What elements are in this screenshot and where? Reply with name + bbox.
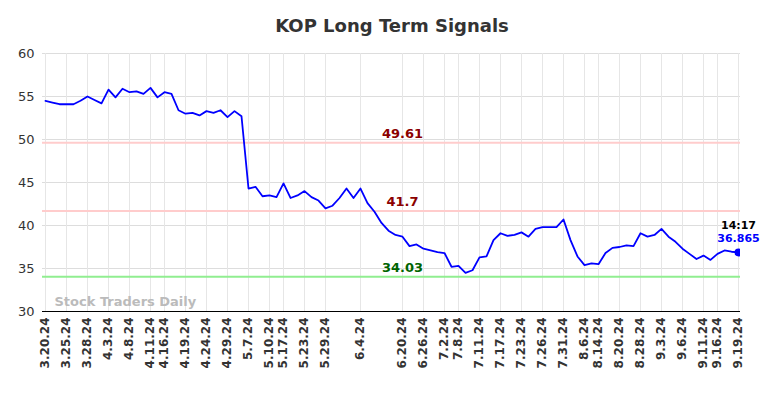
svg-text:55: 55	[18, 89, 35, 104]
svg-text:9.16.24: 9.16.24	[710, 318, 724, 369]
svg-text:9.11.24: 9.11.24	[696, 318, 710, 369]
svg-text:7.2.24: 7.2.24	[437, 318, 451, 361]
svg-text:6.26.24: 6.26.24	[416, 318, 430, 369]
svg-text:35: 35	[18, 261, 35, 276]
svg-text:4.24.24: 4.24.24	[199, 318, 213, 369]
svg-text:30: 30	[18, 304, 35, 319]
html-text:KOP Long Term Signals: KOP Long Term Signals	[275, 15, 509, 36]
svg-text:5.10.24: 5.10.24	[262, 318, 276, 369]
svg-text:7.8.24: 7.8.24	[451, 318, 465, 361]
svg-text:5.17.24: 5.17.24	[276, 318, 290, 369]
svg-text:5.29.24: 5.29.24	[318, 318, 332, 369]
svg-text:4.29.24: 4.29.24	[220, 318, 234, 369]
svg-text:7.31.24: 7.31.24	[556, 318, 570, 369]
svg-text:Stock Traders Daily: Stock Traders Daily	[55, 294, 197, 309]
svg-text:34.03: 34.03	[382, 260, 423, 275]
svg-text:4.3.24: 4.3.24	[101, 318, 115, 361]
svg-text:49.61: 49.61	[382, 126, 423, 141]
svg-text:4.11.24: 4.11.24	[143, 318, 157, 369]
svg-text:8.28.24: 8.28.24	[633, 318, 647, 369]
svg-text:4.19.24: 4.19.24	[178, 318, 192, 369]
svg-text:8.14.24: 8.14.24	[591, 318, 605, 369]
svg-text:36.865: 36.865	[717, 232, 759, 245]
svg-text:3.20.24: 3.20.24	[38, 318, 52, 369]
svg-text:8.20.24: 8.20.24	[612, 318, 626, 369]
svg-text:7.26.24: 7.26.24	[535, 318, 549, 369]
svg-text:9.6.24: 9.6.24	[675, 318, 689, 361]
svg-text:3.28.24: 3.28.24	[80, 318, 94, 369]
svg-text:9.3.24: 9.3.24	[654, 318, 668, 361]
svg-text:6.4.24: 6.4.24	[353, 318, 367, 361]
svg-text:3.25.24: 3.25.24	[59, 318, 73, 369]
svg-text:4.8.24: 4.8.24	[122, 318, 136, 361]
svg-text:45: 45	[18, 175, 35, 190]
svg-text:7.11.24: 7.11.24	[472, 318, 486, 369]
svg-text:50: 50	[18, 132, 35, 147]
svg-text:5.7.24: 5.7.24	[241, 318, 255, 361]
svg-text:6.20.24: 6.20.24	[395, 318, 409, 369]
svg-text:41.7: 41.7	[386, 194, 418, 209]
svg-text:9.19.24: 9.19.24	[731, 318, 745, 369]
svg-text:8.6.24: 8.6.24	[577, 318, 591, 361]
svg-text:40: 40	[18, 218, 35, 233]
svg-text:4.16.24: 4.16.24	[157, 318, 171, 369]
svg-text:7.23.24: 7.23.24	[514, 318, 528, 369]
svg-text:14:17: 14:17	[721, 219, 756, 232]
svg-text:5.23.24: 5.23.24	[297, 318, 311, 369]
svg-text:60: 60	[18, 46, 35, 61]
svg-text:7.17.24: 7.17.24	[493, 318, 507, 369]
